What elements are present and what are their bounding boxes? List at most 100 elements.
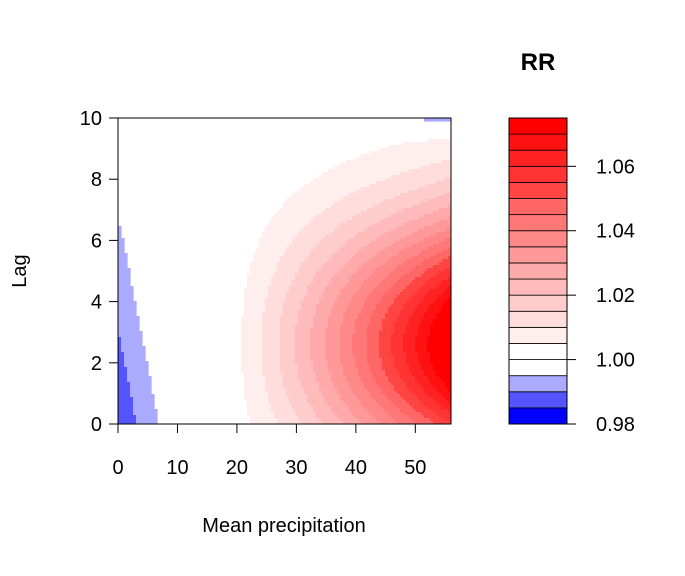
contour-cell — [385, 292, 401, 296]
contour-cell — [313, 364, 329, 368]
contour-cell — [310, 283, 329, 287]
contour-cell — [352, 412, 371, 416]
contour-cell — [373, 397, 389, 401]
contour-cell — [118, 355, 125, 359]
contour-cell — [424, 295, 440, 299]
contour-cell — [250, 268, 278, 272]
y-tick-label: 6 — [91, 230, 102, 252]
contour-cell — [361, 286, 377, 290]
contour-cell — [376, 286, 392, 290]
contour-cell — [406, 235, 431, 239]
contour-cell — [415, 340, 428, 344]
contour-cell — [247, 283, 272, 287]
contour-cell — [367, 334, 380, 338]
contour-cell — [379, 352, 392, 356]
contour-cell — [424, 313, 437, 317]
contour-cell — [298, 313, 317, 317]
contour-cell — [256, 247, 287, 251]
contour-cell — [118, 349, 122, 353]
contour-cell — [283, 385, 302, 389]
contour-cell — [319, 382, 335, 386]
contour-cell — [403, 208, 440, 212]
contour-cell — [262, 358, 281, 362]
contour-cell — [136, 415, 158, 419]
contour-cell — [412, 313, 425, 317]
contour-cell — [280, 259, 305, 263]
contour-cell — [118, 382, 131, 386]
contour-cell — [337, 415, 356, 419]
contour-cell — [280, 346, 296, 350]
contour-cell — [241, 325, 263, 329]
contour-cell — [352, 391, 371, 395]
contour-cell — [289, 397, 308, 401]
contour-cell — [409, 367, 422, 371]
contour-cell — [262, 367, 281, 371]
contour-cell — [415, 292, 428, 296]
contour-cell — [406, 301, 422, 305]
legend-band — [508, 117, 568, 135]
contour-cell — [265, 301, 284, 305]
contour-cell — [379, 340, 392, 344]
contour-cell — [301, 265, 323, 269]
contour-cell — [262, 322, 281, 326]
contour-cell — [316, 376, 332, 380]
legend-band — [508, 407, 568, 425]
contour-cell — [343, 319, 356, 323]
contour-cell — [361, 400, 377, 404]
contour-cell — [328, 403, 347, 407]
contour-cell — [133, 400, 155, 404]
contour-cell — [376, 268, 395, 272]
contour-cell — [121, 337, 143, 341]
contour-cell — [394, 358, 407, 362]
contour-cell — [442, 406, 451, 410]
contour-cell — [310, 337, 326, 341]
contour-cell — [271, 403, 293, 407]
contour-cell — [388, 376, 401, 380]
contour-cell — [433, 211, 451, 215]
contour-cell — [241, 364, 263, 368]
contour-cell — [280, 316, 299, 320]
contour-cell — [247, 286, 269, 290]
contour-cell — [247, 277, 272, 281]
contour-cell — [289, 286, 308, 290]
contour-cell — [118, 403, 134, 407]
contour-cell — [385, 277, 401, 281]
contour-cell — [118, 352, 125, 356]
contour-cell — [403, 142, 451, 146]
contour-cell — [358, 373, 374, 377]
contour-cell — [358, 397, 374, 401]
contour-cell — [280, 349, 296, 353]
contour-cell — [286, 247, 314, 251]
contour-cell — [376, 238, 401, 242]
contour-cell — [334, 274, 353, 278]
contour-cell — [295, 409, 314, 413]
contour-cell — [394, 268, 413, 272]
contour-cell — [406, 247, 428, 251]
contour-cell — [415, 310, 428, 314]
contour-cell — [385, 199, 428, 203]
contour-cell — [262, 340, 281, 344]
contour-cell — [283, 310, 299, 314]
contour-cell — [442, 304, 451, 308]
contour-cell — [310, 331, 326, 335]
contour-cell — [307, 289, 326, 293]
contour-cell — [448, 217, 451, 221]
contour-cell — [385, 370, 398, 374]
contour-cell — [262, 235, 296, 239]
contour-cell — [409, 298, 425, 302]
contour-cell — [406, 286, 422, 290]
contour-cell — [337, 295, 353, 299]
contour-cell — [250, 415, 275, 419]
contour-cell — [367, 295, 383, 299]
contour-cell — [118, 367, 128, 371]
contour-cell — [430, 361, 451, 365]
contour-cell — [244, 388, 266, 392]
contour-cell — [118, 283, 131, 287]
contour-cell — [400, 172, 451, 176]
contour-cell — [295, 337, 311, 341]
contour-cell — [130, 391, 152, 395]
contour-cell — [118, 295, 134, 299]
contour-cell — [265, 382, 284, 386]
contour-cell — [418, 334, 431, 338]
contour-cell — [271, 217, 314, 221]
